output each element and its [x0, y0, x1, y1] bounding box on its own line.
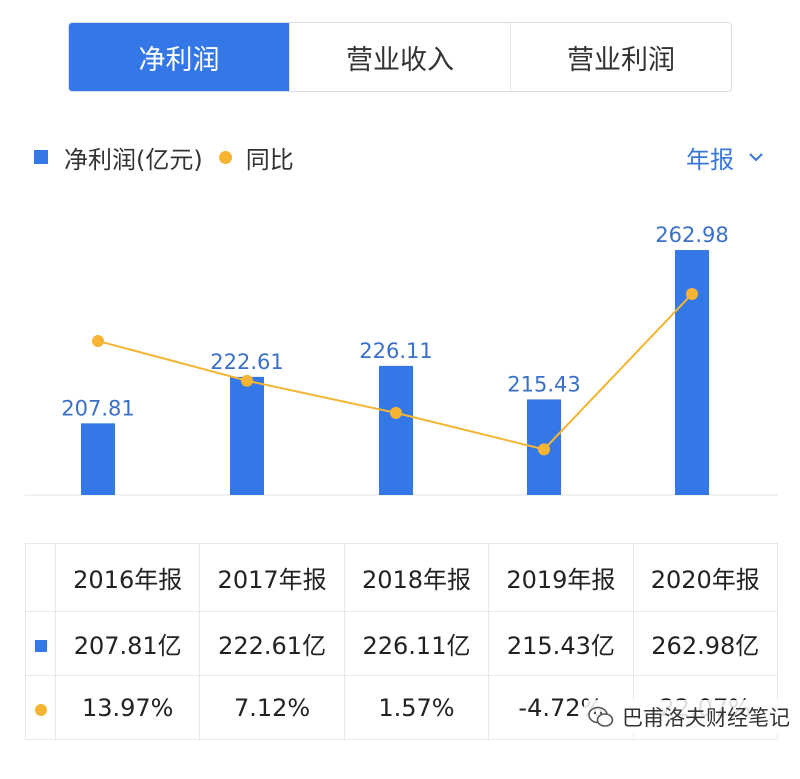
yoy-point-2017年报	[241, 374, 253, 387]
bar-value-label: 207.81	[61, 396, 134, 420]
period-selector-label: 年报	[686, 145, 734, 174]
line-legend-label: 同比	[245, 145, 294, 174]
table-cell: 226.11亿	[343, 611, 490, 676]
row-marker-cell	[25, 611, 56, 676]
yoy-point-2016年报	[92, 334, 104, 347]
yoy-point-2020年报	[686, 287, 698, 300]
chevron-down-icon	[749, 153, 763, 162]
bar-2020年报	[675, 250, 709, 495]
table-header-row: 2016年报 2017年报 2018年报 2019年报 2020年报	[25, 543, 779, 612]
table-row-net-profit: 207.81亿 222.61亿 226.11亿 215.43亿 262.98亿	[25, 611, 779, 676]
watermark-text: 巴甫洛夫财经笔记	[622, 706, 790, 730]
wechat-icon	[588, 706, 614, 727]
watermark: 巴甫洛夫财经笔记	[584, 700, 794, 734]
bar-marker-icon	[34, 639, 47, 652]
line-legend-marker	[218, 150, 232, 164]
bar-2017年报	[230, 376, 264, 495]
bar-series	[81, 250, 709, 495]
yoy-points	[92, 287, 698, 456]
table-header-cell: 2016年报	[54, 543, 201, 612]
bar-legend-marker	[34, 150, 48, 164]
tab-operating-revenue[interactable]: 营业收入	[289, 23, 510, 91]
header-marker-cell	[25, 543, 56, 612]
table-header-cell: 2020年报	[632, 543, 779, 612]
tab-operating-profit[interactable]: 营业利润	[510, 23, 731, 91]
bar-value-label: 262.98	[655, 223, 728, 247]
period-selector[interactable]: 年报	[686, 138, 764, 176]
bar-legend-label: 净利润(亿元)	[64, 145, 203, 174]
metric-tabs: 净利润 营业收入 营业利润	[68, 22, 732, 92]
table-cell: 13.97%	[54, 675, 201, 740]
bar-value-label: 222.61	[210, 350, 283, 374]
table-cell: 1.57%	[343, 675, 490, 740]
chart-legend: 净利润(亿元) 同比	[34, 138, 294, 176]
table-cell: 215.43亿	[488, 611, 634, 676]
table-cell: 7.12%	[199, 675, 345, 740]
table-cell: 262.98亿	[632, 611, 779, 676]
yoy-point-2019年报	[538, 443, 550, 456]
bar-value-label: 226.11	[359, 339, 432, 363]
table-header-cell: 2018年报	[343, 543, 490, 612]
tab-net-profit[interactable]: 净利润	[69, 23, 289, 91]
bar-value-label: 215.43	[507, 372, 580, 396]
table-header-cell: 2019年报	[488, 543, 634, 612]
line-marker-icon	[34, 703, 47, 716]
bar-2018年报	[379, 365, 413, 495]
table-cell: 222.61亿	[199, 611, 345, 676]
row-marker-cell	[25, 675, 56, 740]
yoy-point-2018年报	[390, 406, 402, 419]
data-table: 2016年报 2017年报 2018年报 2019年报 2020年报 207.8…	[25, 543, 779, 740]
table-header-cell: 2017年报	[199, 543, 345, 612]
bar-2016年报	[81, 423, 115, 495]
bar-labels: 207.81 222.61 226.11 215.43 262.98	[61, 223, 728, 420]
table-cell: 207.81亿	[54, 611, 201, 676]
net-profit-chart: 207.81 222.61 226.11 215.43 262.98	[25, 223, 778, 496]
